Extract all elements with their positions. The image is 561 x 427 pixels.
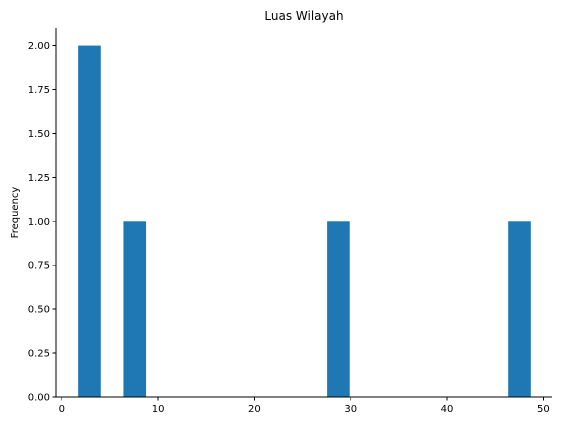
y-tick-label: 0.50 bbox=[28, 305, 50, 316]
y-tick-label: 1.50 bbox=[28, 129, 50, 140]
y-tick-label: 0.25 bbox=[28, 349, 50, 360]
x-tick-label: 30 bbox=[344, 404, 357, 415]
x-tick-label: 0 bbox=[59, 404, 65, 415]
histogram-bar-1 bbox=[78, 45, 101, 397]
y-axis-label: Frequency bbox=[10, 187, 21, 239]
x-tick-label: 40 bbox=[441, 404, 454, 415]
bars-layer bbox=[78, 45, 531, 397]
y-tick-label: 1.75 bbox=[28, 85, 50, 96]
chart-title: Luas Wilayah bbox=[264, 9, 343, 23]
y-tick-label: 0.00 bbox=[28, 393, 50, 404]
histogram-bar-2 bbox=[123, 221, 147, 397]
histogram-bar-3 bbox=[327, 221, 350, 397]
y-tick-label: 0.75 bbox=[28, 261, 50, 272]
histogram-bar-4 bbox=[508, 221, 531, 397]
y-tick-label: 2.00 bbox=[28, 41, 50, 52]
x-tick-label: 20 bbox=[248, 404, 261, 415]
y-tick-label: 1.00 bbox=[28, 217, 50, 228]
axes-layer: 0.00 0.25 0.50 0.75 1.00 1.25 1.50 1.75 2.00 0 10 2… bbox=[28, 28, 552, 415]
x-tick-label: 50 bbox=[537, 404, 550, 415]
y-tick-label: 1.25 bbox=[28, 173, 50, 184]
x-tick-label: 10 bbox=[152, 404, 165, 415]
